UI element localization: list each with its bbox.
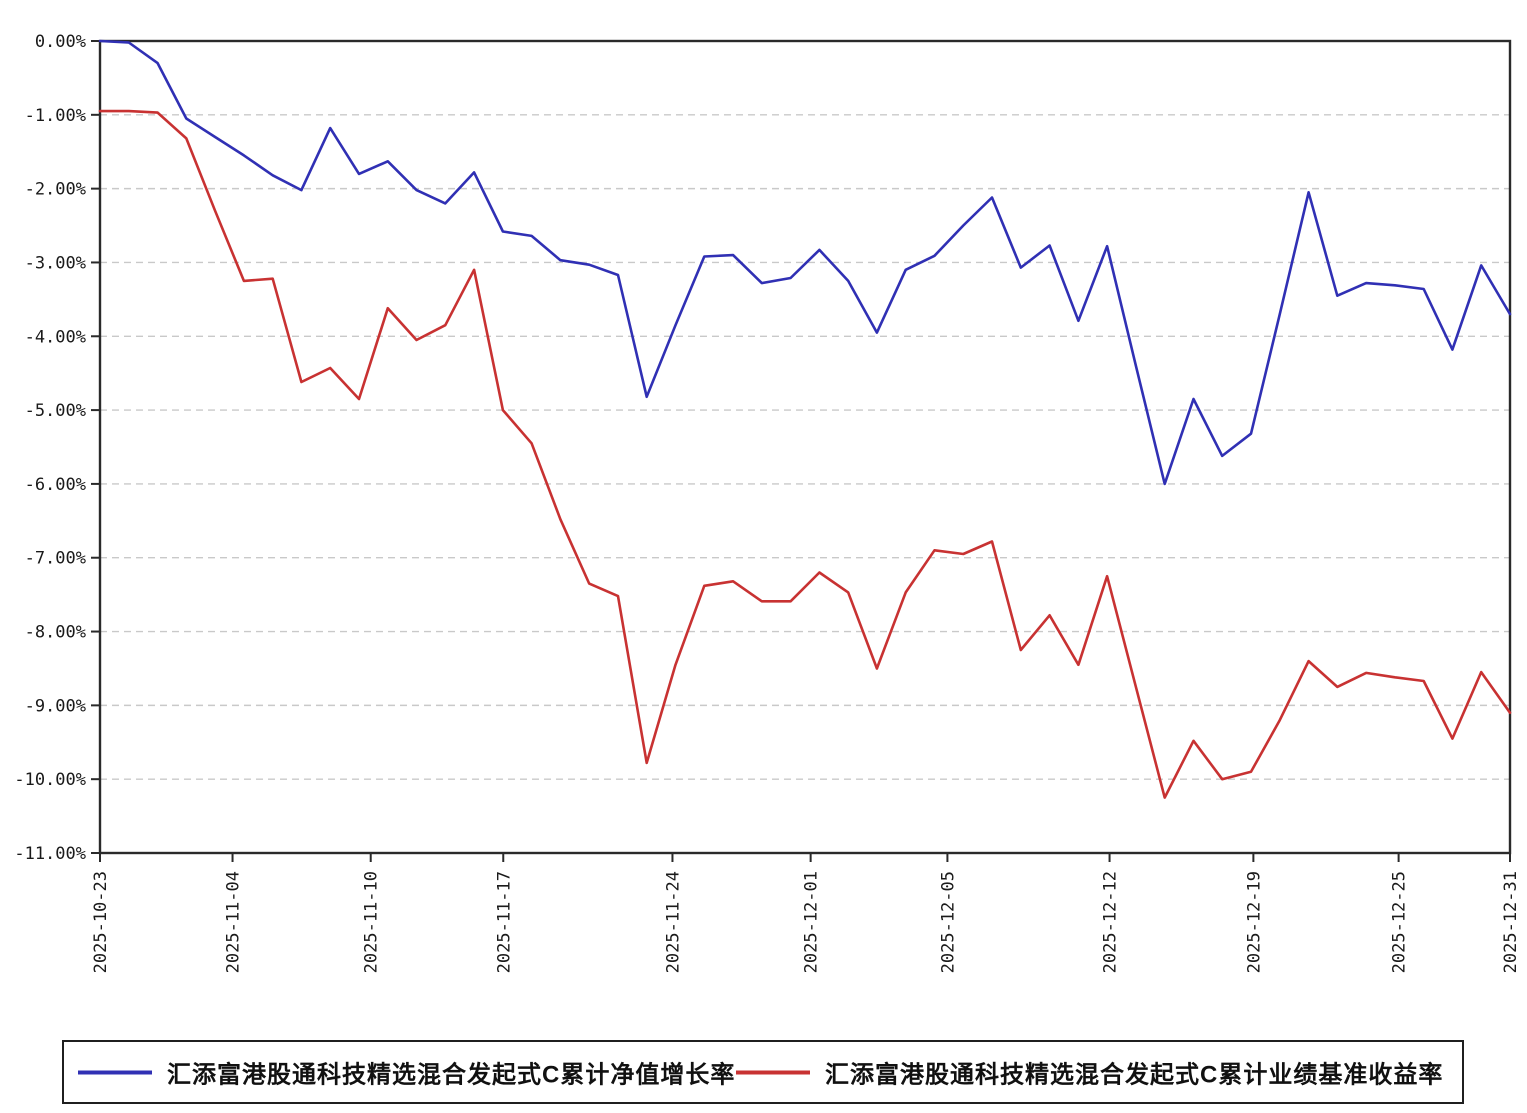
x-tick-label: 2025-10-23 [91,871,111,973]
x-tick-label: 2025-11-10 [362,871,382,973]
legend: 汇添富港股通科技精选混合发起式C累计净值增长率 汇添富港股通科技精选混合发起式C… [62,1040,1464,1104]
x-tick-label: 2025-12-12 [1101,871,1121,973]
y-tick-label: -4.00% [25,327,86,347]
x-tick-label: 2025-11-17 [494,871,514,973]
y-tick-label: -6.00% [25,475,86,495]
x-tick-label: 2025-12-25 [1390,871,1410,973]
x-tick-label: 2025-12-19 [1244,871,1264,973]
y-tick-label: -7.00% [25,549,86,569]
nav-line-label: 汇添富港股通科技精选混合发起式C累计净值增长率 [167,1061,736,1089]
nav-line-swatch [78,1070,152,1074]
benchmark-line-label: 汇添富港股通科技精选混合发起式C累计业绩基准收益率 [825,1061,1444,1089]
benchmark-line [98,109,1512,799]
y-tick-label: -8.00% [25,623,86,643]
y-tick-label: -11.00% [14,844,86,864]
y-tick-label: -1.00% [25,106,86,126]
x-tick-label: 2025-12-31 [1501,871,1521,973]
y-tick-label: -2.00% [25,180,86,200]
x-tick-label: 2025-12-01 [802,871,822,973]
x-tick-label: 2025-11-24 [663,871,683,973]
x-tick-label: 2025-12-05 [938,871,958,973]
y-tick-label: -10.00% [14,770,86,790]
y-tick-label: 0.00% [35,32,86,52]
y-tick-label: -3.00% [25,253,86,273]
plot-border [98,39,1512,855]
benchmark-line-swatch [736,1070,810,1074]
legend-item-benchmark: 汇添富港股通科技精选混合发起式C累计业绩基准收益率 [736,1055,1443,1090]
y-tick-label: -5.00% [25,401,86,421]
legend-item-nav: 汇添富港股通科技精选混合发起式C累计净值增长率 [78,1055,735,1090]
nav-line [98,39,1512,486]
y-tick-label: -9.00% [25,696,86,716]
x-tick-label: 2025-11-04 [224,871,244,973]
